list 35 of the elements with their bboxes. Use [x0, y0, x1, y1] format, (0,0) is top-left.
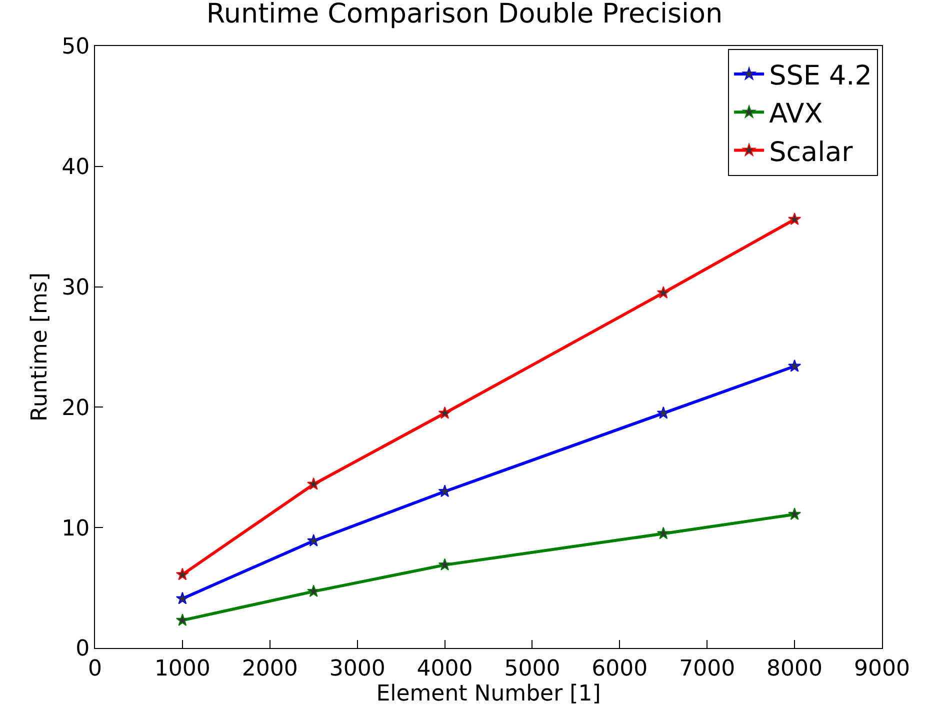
point	[438, 484, 452, 498]
x-tick-label: 9000	[854, 656, 910, 682]
y-axis-title: Runtime [ms]	[27, 272, 52, 422]
point	[788, 508, 802, 520]
y-tick-label: 50	[62, 34, 90, 60]
y-tick-label: 40	[62, 155, 90, 180]
y-tick-label: 20	[62, 396, 90, 421]
legend-label: SSE 4.2	[769, 60, 872, 92]
point	[307, 477, 320, 490]
y-tick-label: 10	[62, 516, 90, 542]
x-tick-label: 3000	[329, 656, 386, 682]
point	[656, 526, 670, 540]
point	[788, 212, 802, 225]
point	[656, 406, 670, 419]
point	[176, 614, 189, 626]
chart-title: Runtime Comparison Double Precision	[206, 0, 723, 30]
x-tick-label: 5000	[504, 656, 560, 682]
x-tick-label: 1000	[154, 656, 210, 682]
x-tick-label: 8000	[766, 656, 823, 682]
point	[788, 359, 802, 372]
point	[438, 558, 452, 571]
x-tick-label: 6000	[592, 656, 648, 682]
x-tick-label: 7000	[679, 656, 736, 682]
point	[438, 406, 452, 419]
point	[307, 534, 320, 546]
point	[176, 592, 189, 604]
point	[656, 286, 670, 298]
legend-label: AVX	[769, 98, 823, 130]
x-axis-title: Element Number [1]	[376, 681, 601, 706]
x-tick-label: 2000	[242, 656, 298, 682]
point	[176, 568, 189, 580]
legend-label: Scalar	[769, 136, 854, 168]
y-tick-label: 0	[76, 636, 90, 662]
x-tick-label: 4000	[416, 656, 473, 682]
y-tick-label: 30	[62, 276, 90, 300]
